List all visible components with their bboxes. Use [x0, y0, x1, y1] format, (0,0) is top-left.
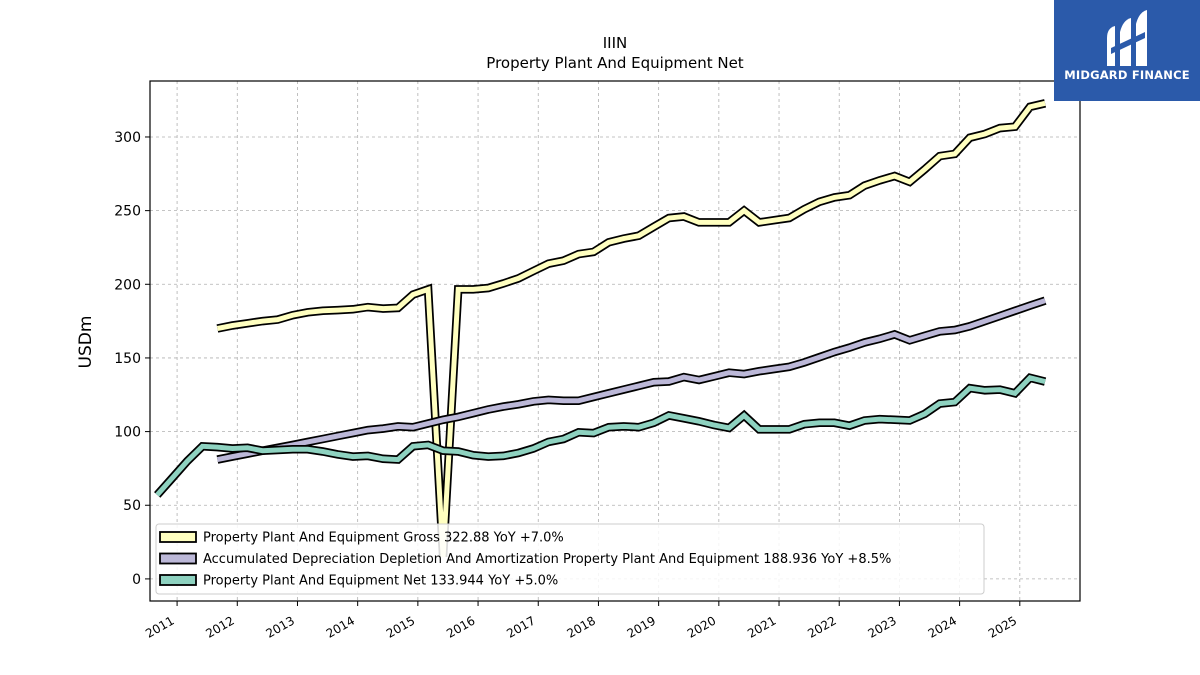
series-line-2 — [216, 296, 1047, 464]
series-stroke — [216, 298, 1046, 463]
series-lines — [154, 99, 1047, 558]
series-stroke — [216, 100, 1046, 557]
x-tick-label: 2015 — [384, 613, 417, 640]
y-tick-label: 300 — [114, 130, 141, 146]
x-tick-label: 2018 — [564, 613, 597, 640]
chart-title: IIIN — [603, 34, 628, 52]
y-tick-label: 250 — [114, 204, 141, 220]
x-tick-label: 2014 — [324, 613, 357, 640]
brand-logo: MIDGARD FINANCE — [1054, 0, 1200, 101]
x-tick-label: 2011 — [143, 613, 176, 640]
x-tick-label: 2012 — [203, 613, 236, 640]
brand-name: MIDGARD FINANCE — [1064, 68, 1190, 82]
x-tick-label: 2019 — [625, 613, 658, 640]
legend-label: Property Plant And Equipment Gross 322.8… — [203, 531, 564, 546]
legend: Property Plant And Equipment Gross 322.8… — [155, 523, 985, 595]
legend-label: Property Plant And Equipment Net 133.944… — [203, 574, 558, 589]
x-tick-label: 2017 — [504, 613, 537, 640]
legend-swatch — [159, 574, 197, 586]
x-tick-label: 2020 — [685, 613, 718, 640]
grid — [150, 81, 1080, 601]
legend-swatch — [159, 531, 197, 543]
y-tick-label: 50 — [123, 498, 141, 514]
x-tick-label: 2016 — [444, 613, 477, 640]
y-tick-label: 100 — [114, 425, 141, 441]
series-line-1 — [216, 99, 1047, 558]
x-tick-label: 2013 — [264, 613, 297, 640]
series-line-3 — [154, 373, 1047, 498]
midgard-logo-icon — [1107, 10, 1147, 66]
y-tick-label: 0 — [132, 572, 141, 588]
plot-area — [149, 80, 1081, 602]
chart-subtitle: Property Plant And Equipment Net — [486, 54, 743, 72]
x-tick-label: 2023 — [865, 613, 898, 640]
y-tick-label: 150 — [114, 351, 141, 367]
y-tick-label: 200 — [114, 277, 141, 293]
legend-label: Accumulated Depreciation Depletion And A… — [203, 552, 891, 567]
series-stroke — [155, 375, 1046, 497]
legend-box — [155, 523, 985, 595]
y-axis-label: USDm — [76, 316, 96, 369]
x-tick-label: 2021 — [745, 613, 778, 640]
x-tick-label: 2024 — [926, 613, 959, 640]
x-tick-label: 2025 — [986, 613, 1019, 640]
x-tick-label: 2022 — [805, 613, 838, 640]
legend-swatch — [159, 552, 197, 565]
